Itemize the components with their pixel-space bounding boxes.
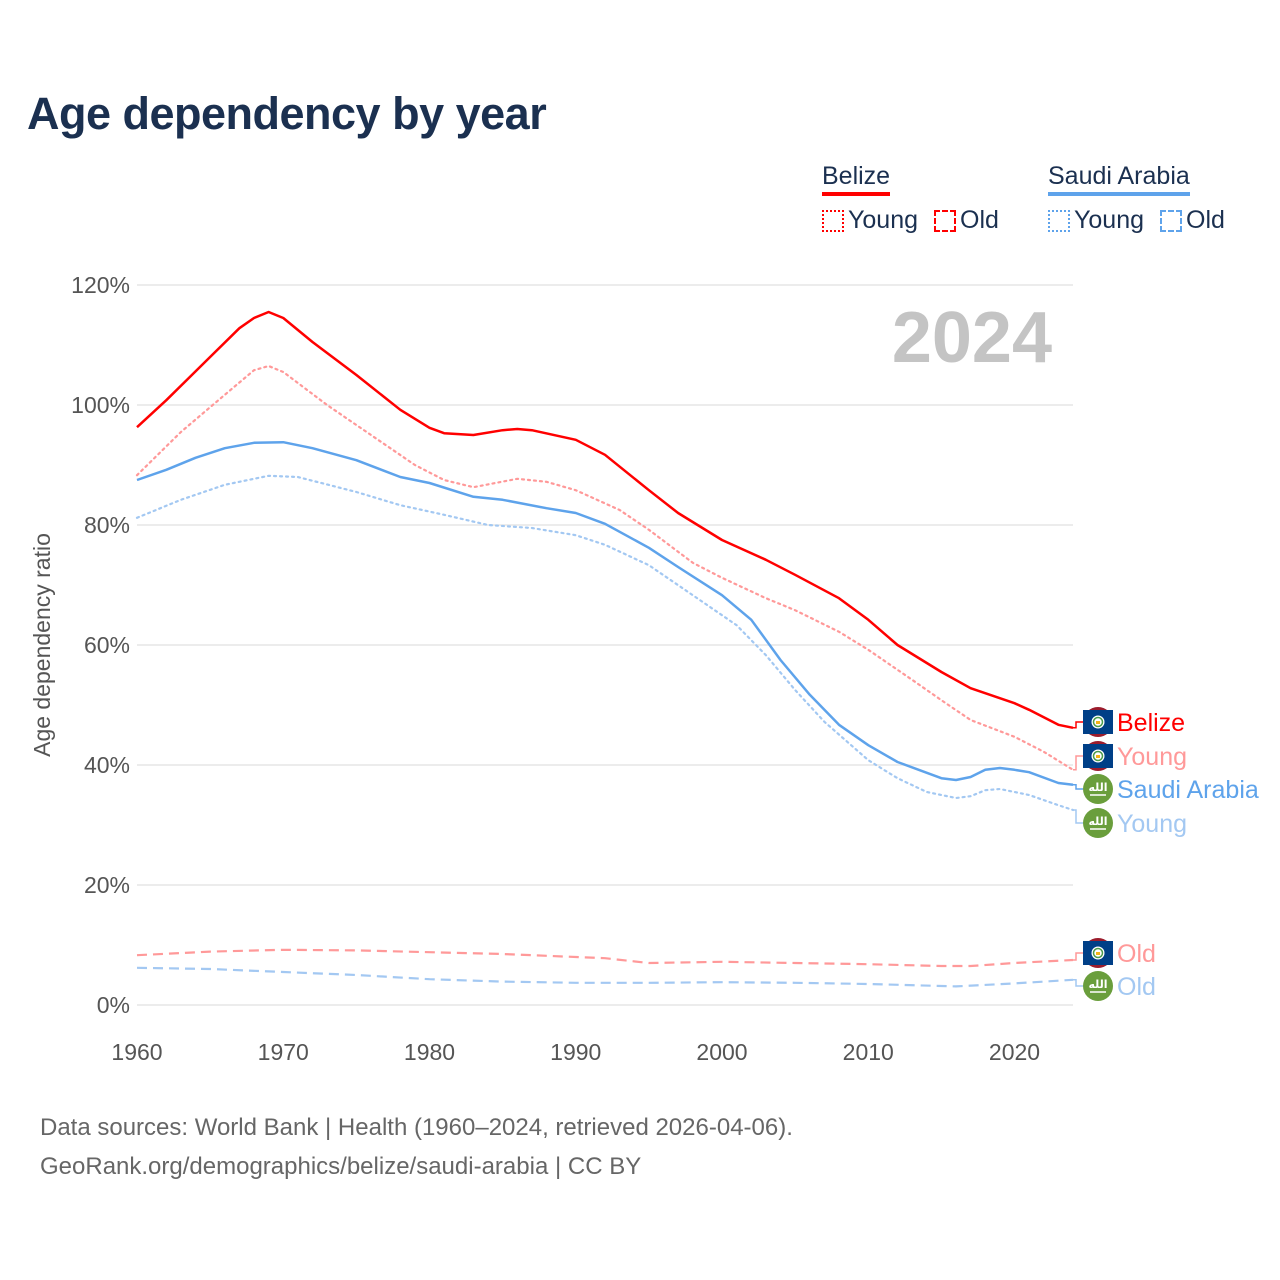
dashed-swatch-icon bbox=[934, 209, 956, 232]
belize-flag-icon bbox=[1083, 707, 1113, 737]
legend-saudi-name: Saudi Arabia bbox=[1048, 162, 1190, 196]
end-label: الله Young bbox=[1073, 808, 1187, 838]
legend-belize-old[interactable]: Old bbox=[934, 206, 999, 235]
line-chart: 0% 20% 40% 60% 80% 100% 120% 1960 1970 1980 1990 20… bbox=[29, 272, 1259, 1065]
svg-text:الله: الله bbox=[1088, 782, 1107, 794]
legend-belize[interactable]: Belize Young Old bbox=[822, 162, 999, 235]
y-tick-label: 100% bbox=[71, 392, 130, 418]
y-tick-label: 40% bbox=[84, 752, 130, 778]
series-line-saudi-arabia-young[interactable] bbox=[135, 474, 1075, 812]
end-label-text: Saudi Arabia bbox=[1117, 776, 1259, 804]
x-tick-label: 1990 bbox=[550, 1039, 601, 1065]
saudi-arabia-flag-icon: الله bbox=[1083, 774, 1113, 804]
legend-saudi-young[interactable]: Young bbox=[1048, 206, 1144, 235]
end-label-text: Old bbox=[1117, 973, 1156, 1001]
saudi-arabia-flag-icon: الله bbox=[1083, 808, 1113, 838]
end-label: Young bbox=[1073, 741, 1187, 771]
belize-flag-icon bbox=[1083, 938, 1113, 968]
series-line-belize[interactable] bbox=[136, 310, 1074, 730]
y-axis-label: Age dependency ratio bbox=[29, 533, 55, 757]
source-note: Data sources: World Bank | Health (1960–… bbox=[40, 1108, 793, 1186]
end-label: Belize bbox=[1073, 707, 1185, 737]
y-tick-label: 0% bbox=[97, 992, 130, 1018]
legend-belize-name: Belize bbox=[822, 162, 891, 196]
series-line-belize-old[interactable] bbox=[136, 948, 1074, 968]
legend-label: Old bbox=[960, 206, 999, 234]
end-label-text: Belize bbox=[1117, 709, 1185, 737]
end-label-text: Young bbox=[1117, 810, 1187, 838]
dashed-swatch-icon bbox=[1160, 209, 1182, 232]
x-tick-label: 1970 bbox=[258, 1039, 309, 1065]
legend-label: Young bbox=[1074, 206, 1144, 234]
x-tick-label: 2010 bbox=[843, 1039, 894, 1065]
x-tick-label: 2020 bbox=[989, 1039, 1040, 1065]
legend-label: Young bbox=[848, 206, 918, 234]
end-label: Old bbox=[1073, 938, 1156, 968]
source-line-2[interactable]: GeoRank.org/demographics/belize/saudi-ar… bbox=[40, 1153, 642, 1180]
svg-text:الله: الله bbox=[1088, 979, 1107, 991]
end-label: الله Old bbox=[1073, 971, 1156, 1001]
y-tick-label: 120% bbox=[71, 272, 130, 298]
legend-saudi-arabia[interactable]: Saudi Arabia Young Old bbox=[1048, 162, 1225, 235]
y-tick-label: 60% bbox=[84, 632, 130, 658]
belize-flag-icon bbox=[1083, 741, 1113, 771]
legend-saudi-old[interactable]: Old bbox=[1160, 206, 1225, 235]
y-tick-label: 20% bbox=[84, 872, 130, 898]
end-label-text: Old bbox=[1117, 940, 1156, 968]
dotted-swatch-icon bbox=[1048, 209, 1070, 232]
end-label: الله Saudi Arabia bbox=[1073, 774, 1259, 804]
series-line-saudi-arabia[interactable] bbox=[136, 440, 1074, 787]
svg-text:الله: الله bbox=[1088, 816, 1107, 828]
legend-label: Old bbox=[1186, 206, 1225, 234]
x-tick-label: 1980 bbox=[404, 1039, 455, 1065]
end-label-text: Young bbox=[1117, 743, 1187, 771]
x-tick-label: 1960 bbox=[111, 1039, 162, 1065]
chart-title: Age dependency by year bbox=[27, 88, 547, 139]
dotted-swatch-icon bbox=[822, 209, 844, 232]
source-line-1: Data sources: World Bank | Health (1960–… bbox=[40, 1114, 793, 1141]
saudi-arabia-flag-icon: الله bbox=[1083, 971, 1113, 1001]
series-line-belize-young[interactable] bbox=[135, 364, 1075, 771]
series-line-saudi-arabia-old[interactable] bbox=[136, 966, 1074, 988]
y-tick-label: 80% bbox=[84, 512, 130, 538]
legend-belize-young[interactable]: Young bbox=[822, 206, 918, 235]
year-watermark: 2024 bbox=[892, 298, 1052, 378]
x-tick-label: 2000 bbox=[696, 1039, 747, 1065]
